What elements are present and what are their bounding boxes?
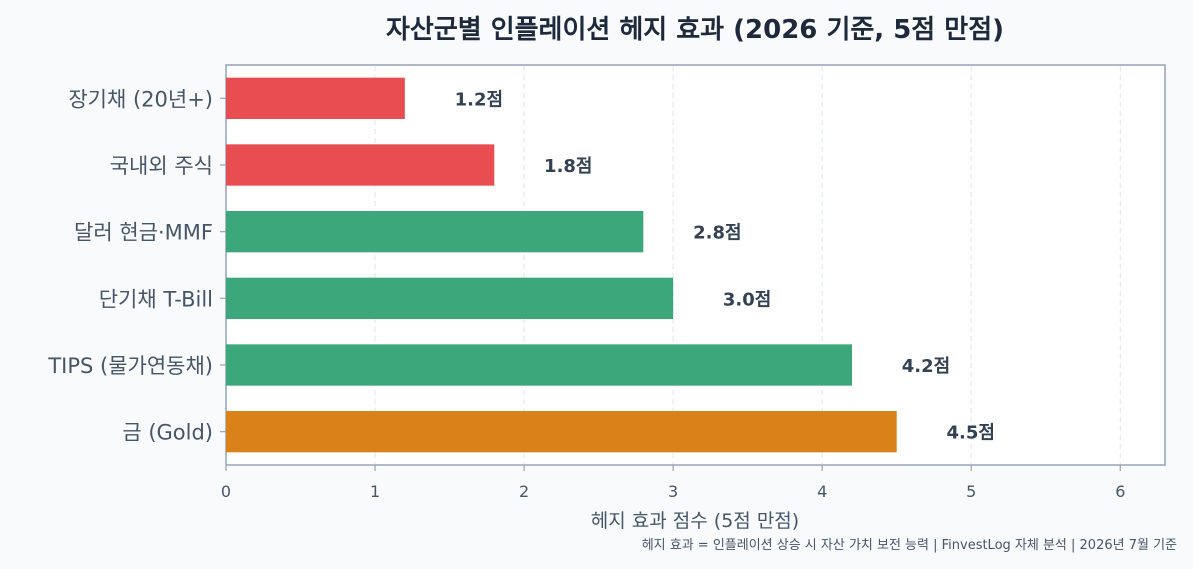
category-label: 달러 현금·MMF	[74, 221, 213, 245]
chart-title: 자산군별 인플레이션 헤지 효과 (2026 기준, 5점 만점)	[386, 15, 1004, 45]
bar	[226, 344, 852, 386]
grid-lines	[374, 66, 1121, 464]
bar-value-label: 1.8점	[544, 156, 592, 177]
bar-value-label: 2.8점	[693, 223, 741, 244]
x-axis-ticks: 0 1 2 3 4 5 6	[221, 465, 1125, 501]
bar-value-label: 4.2점	[902, 356, 950, 377]
data-labels: 1.2점 1.8점 2.8점 3.0점 4.2점 4.5점	[455, 89, 995, 443]
x-tick-label: 6	[1115, 482, 1125, 501]
bar	[226, 144, 495, 186]
category-label: TIPS (물가연동채)	[47, 354, 213, 378]
bar-value-label: 4.5점	[946, 423, 994, 444]
bar	[226, 277, 674, 319]
bars	[226, 77, 897, 453]
x-tick-label: 0	[221, 482, 231, 501]
x-tick-label: 4	[817, 482, 827, 501]
category-label: 장기채 (20년+)	[68, 87, 213, 111]
x-axis-title: 헤지 효과 점수 (5점 만점)	[591, 510, 799, 532]
bar-value-label: 3.0점	[723, 289, 771, 310]
bar	[226, 211, 644, 253]
category-label: 단기채 T-Bill	[99, 287, 213, 311]
x-tick-label: 2	[519, 482, 529, 501]
category-label: 금 (Gold)	[122, 421, 213, 445]
category-label: 국내외 주식	[110, 154, 213, 178]
bar	[226, 411, 897, 453]
x-tick-label: 1	[370, 482, 380, 501]
x-tick-label: 3	[668, 482, 678, 501]
bar	[226, 77, 405, 119]
plot-area	[225, 64, 1166, 466]
x-tick-label: 5	[966, 482, 976, 501]
footnote: 헤지 효과 = 인플레이션 상승 시 자산 가치 보전 능력 | Finvest…	[642, 538, 1177, 553]
bar-value-label: 1.2점	[455, 89, 503, 110]
